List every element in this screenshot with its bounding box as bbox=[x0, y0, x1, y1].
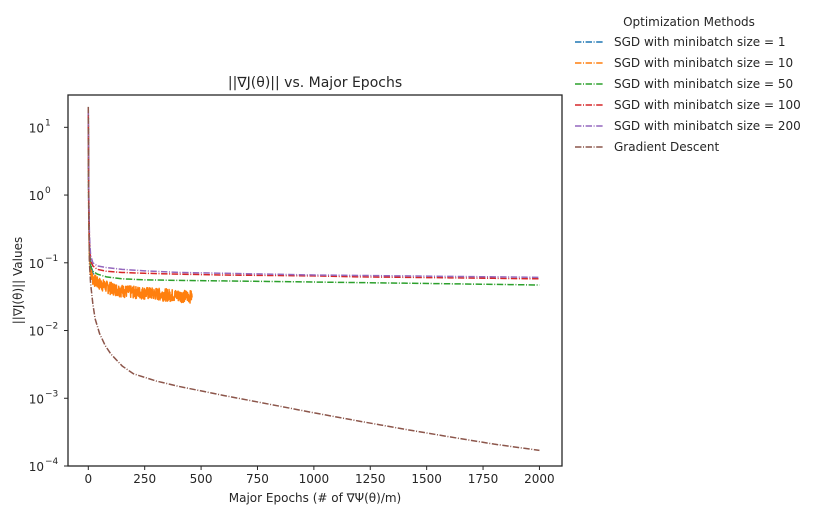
x-tick-label: 500 bbox=[190, 472, 213, 486]
legend-items: SGD with minibatch size = 1 SGD with mini… bbox=[575, 35, 801, 154]
series-line-6 bbox=[87, 106, 540, 452]
x-tick-label: 1500 bbox=[411, 472, 442, 486]
legend-label: Gradient Descent bbox=[614, 140, 720, 154]
y-tick-exponent: −1 bbox=[45, 254, 58, 264]
x-tick-label: 1250 bbox=[355, 472, 386, 486]
plot-area bbox=[87, 106, 540, 452]
chart-title: ||∇J(θ)|| vs. Major Epochs bbox=[228, 75, 402, 91]
x-tick-label: 1000 bbox=[299, 472, 330, 486]
series-line-3 bbox=[87, 115, 540, 286]
legend-label: SGD with minibatch size = 50 bbox=[614, 77, 793, 91]
y-tick-base: 10 bbox=[29, 257, 44, 271]
y-tick-exponent: 1 bbox=[45, 118, 51, 128]
legend-title: Optimization Methods bbox=[623, 15, 755, 29]
series-line-4 bbox=[87, 113, 540, 280]
legend-label: SGD with minibatch size = 100 bbox=[614, 98, 801, 112]
y-tick-base: 10 bbox=[29, 121, 44, 135]
y-tick-label: 10 −1 bbox=[29, 254, 59, 271]
y-tick-exponent: −4 bbox=[45, 457, 59, 467]
y-tick-base: 10 bbox=[29, 189, 44, 203]
y-tick-exponent: 0 bbox=[45, 186, 51, 196]
legend-entry: SGD with minibatch size = 100 bbox=[575, 98, 801, 112]
y-tick-base: 10 bbox=[29, 325, 44, 339]
y-tick-base: 10 bbox=[29, 460, 44, 474]
y-tick-exponent: −2 bbox=[45, 322, 58, 332]
x-tick-label: 2000 bbox=[524, 472, 555, 486]
x-tick-label: 1750 bbox=[468, 472, 499, 486]
legend-label: SGD with minibatch size = 10 bbox=[614, 56, 793, 70]
x-tick-label: 0 bbox=[84, 472, 92, 486]
y-tick-label: 10 1 bbox=[29, 118, 51, 135]
y-tick-base: 10 bbox=[29, 392, 44, 406]
legend: Optimization Methods SGD with minibatch … bbox=[575, 15, 801, 154]
legend-label: SGD with minibatch size = 1 bbox=[614, 35, 786, 49]
axes-frame bbox=[67, 94, 563, 467]
y-tick-label: 10 −3 bbox=[29, 389, 59, 406]
x-axis-ticks: 0 250 500 750 1000 1250 1500 1750 2000 bbox=[84, 466, 555, 486]
legend-entry: Gradient Descent bbox=[575, 140, 720, 154]
series-line-5 bbox=[87, 110, 540, 279]
legend-entry: SGD with minibatch size = 50 bbox=[575, 77, 793, 91]
y-tick-label: 10 0 bbox=[29, 186, 51, 203]
y-axis-label: ||∇J(θ)|| Values bbox=[11, 237, 25, 324]
y-tick-label: 10 −4 bbox=[29, 457, 59, 474]
x-axis-label: Major Epochs (# of ∇Ψ(θ)/m) bbox=[229, 491, 401, 505]
y-tick-label: 10 −2 bbox=[29, 322, 59, 339]
legend-label: SGD with minibatch size = 200 bbox=[614, 119, 801, 133]
x-tick-label: 750 bbox=[246, 472, 269, 486]
x-tick-label: 250 bbox=[133, 472, 156, 486]
legend-entry: SGD with minibatch size = 10 bbox=[575, 56, 793, 70]
series-line-2 bbox=[87, 121, 193, 304]
legend-entry: SGD with minibatch size = 1 bbox=[575, 35, 786, 49]
y-tick-exponent: −3 bbox=[45, 389, 58, 399]
legend-entry: SGD with minibatch size = 200 bbox=[575, 119, 801, 133]
